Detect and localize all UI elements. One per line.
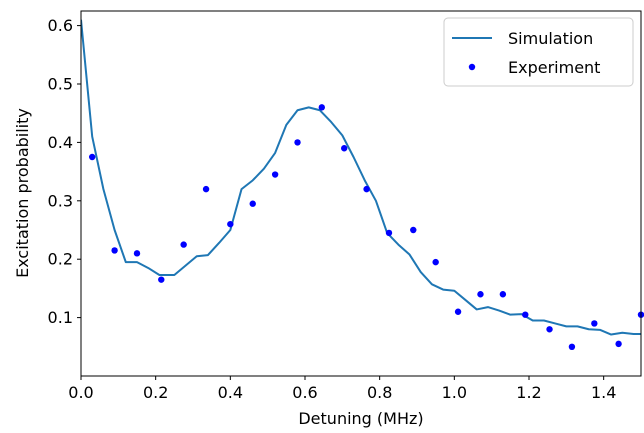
experiment-point [477, 291, 484, 298]
experiment-point [546, 326, 553, 333]
y-tick-label: 0.2 [48, 250, 73, 269]
y-axis-label: Excitation probability [13, 108, 32, 278]
plot-area [81, 19, 644, 350]
experiment-point [202, 185, 210, 193]
plot-frame [80, 10, 642, 377]
x-tick-label: 0.0 [68, 383, 93, 402]
experiment-point [615, 340, 622, 348]
experiment-point [591, 320, 598, 327]
experiment-point [499, 291, 507, 298]
legend-experiment-swatch [468, 63, 476, 71]
experiment-point [158, 276, 165, 283]
experiment-point [454, 308, 462, 315]
experiment-point [568, 343, 576, 350]
x-tick-label: 1.4 [591, 383, 616, 402]
legend-box [443, 17, 634, 87]
experiment-point [271, 171, 279, 178]
x-tick-label: 0.2 [143, 383, 168, 402]
y-tick-label: 0.6 [48, 16, 73, 35]
x-tick-label: 1.0 [442, 383, 467, 402]
experiment-point [180, 241, 187, 248]
experiment-point [294, 139, 301, 146]
x-tick-label: 0.4 [218, 383, 243, 402]
experiment-point [318, 104, 325, 111]
experiment-point [522, 311, 529, 318]
experiment-point [249, 200, 256, 207]
experiment-point [111, 247, 118, 254]
x-axis-label: Detuning (MHz) [298, 409, 423, 428]
y-tick-label: 0.4 [48, 133, 73, 152]
legend-simulation-label: Simulation [508, 29, 593, 48]
x-axis: 0.0 0.2 0.4 0.6 0.8 1.0 1.2 1.4 [68, 376, 616, 402]
experiment-point [363, 185, 370, 193]
plot-series-group [81, 19, 641, 336]
y-axis: 0.1 0.2 0.3 0.4 0.5 0.6 [48, 16, 81, 327]
legend: Simulation Experiment [443, 17, 634, 87]
experiment-point [410, 226, 417, 234]
experiment-point [385, 229, 393, 237]
x-tick-label: 0.6 [292, 383, 317, 402]
legend-experiment-label: Experiment [508, 58, 600, 77]
x-tick-label: 0.8 [367, 383, 392, 402]
simulation-line [81, 19, 641, 336]
y-tick-label: 0.5 [48, 75, 73, 94]
x-tick-label: 1.2 [516, 383, 541, 402]
experiment-point [432, 258, 439, 266]
experiment-point [227, 220, 234, 228]
y-tick-label: 0.3 [48, 191, 73, 210]
y-tick-label: 0.1 [48, 308, 73, 327]
experiment-point [133, 250, 141, 257]
experiment-point [341, 145, 348, 152]
experiment-point [89, 153, 96, 161]
